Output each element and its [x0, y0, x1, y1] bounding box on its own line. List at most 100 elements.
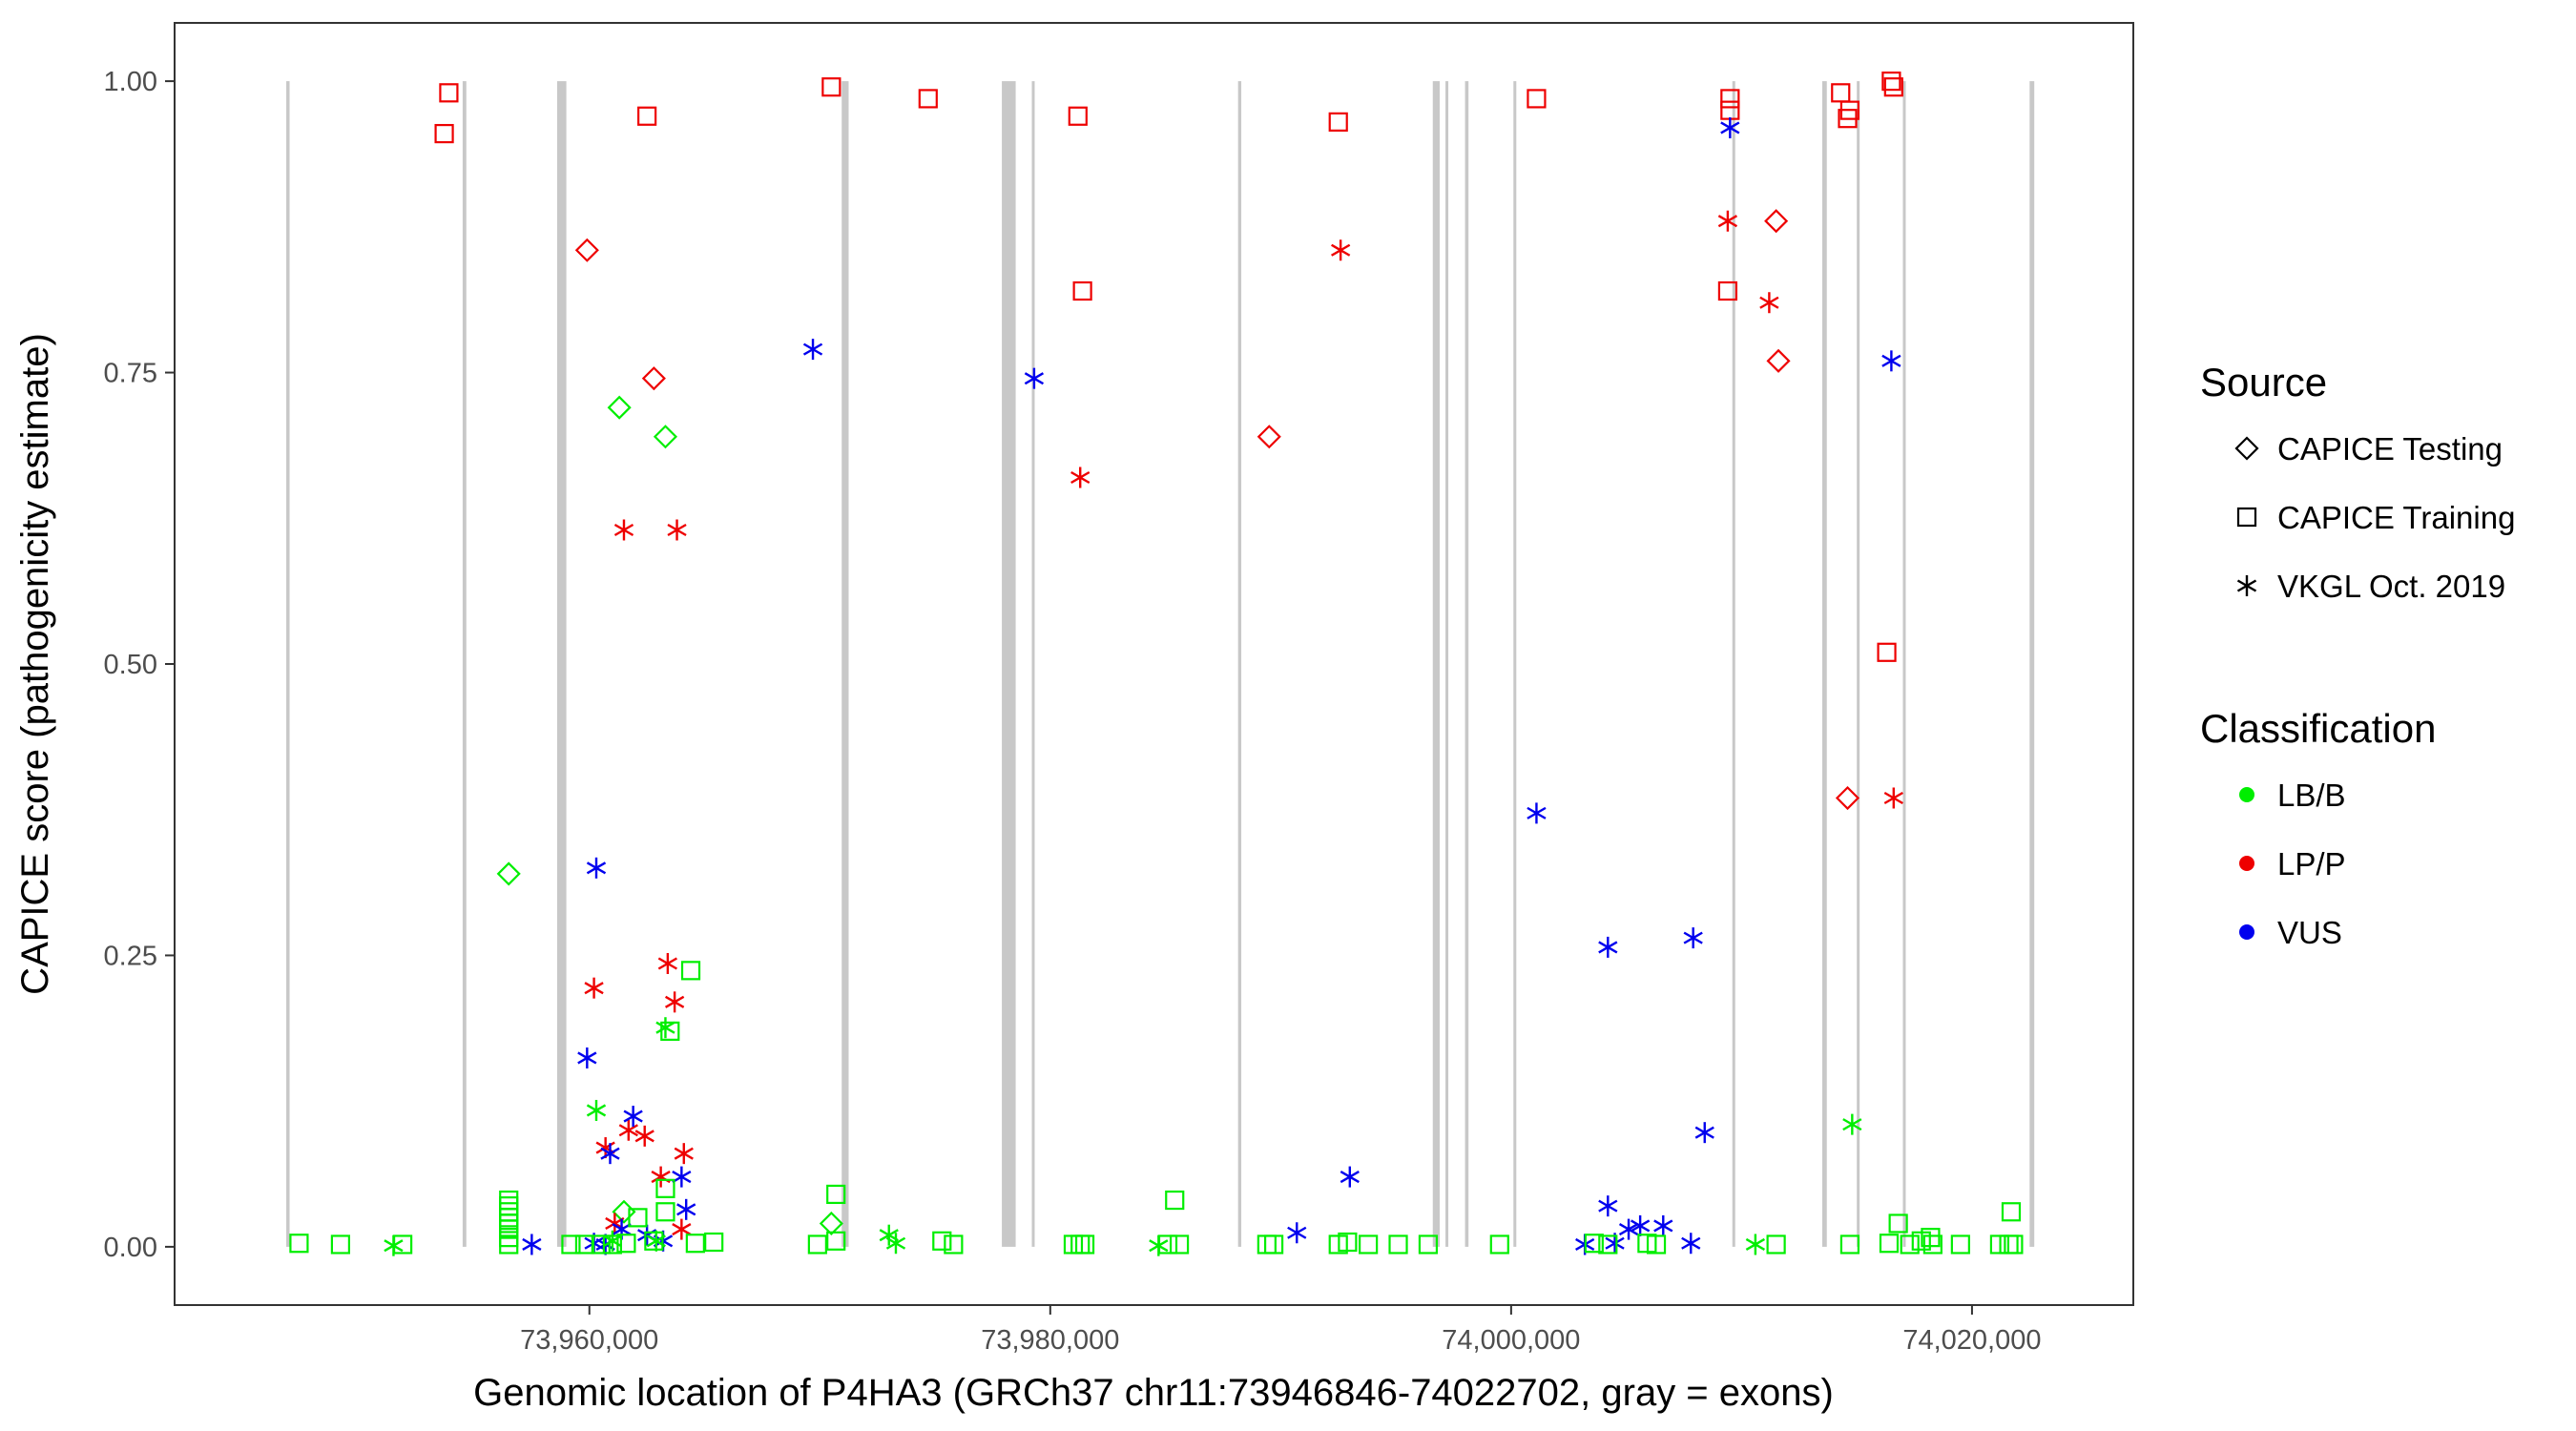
- data-point-square: [660, 1021, 680, 1041]
- data-point-square: [1584, 1234, 1604, 1254]
- data-point-square: [1922, 1234, 1942, 1255]
- data-point-square: [602, 1234, 623, 1255]
- exon-band: [841, 81, 849, 1247]
- y-tick-label: 1.00: [104, 67, 157, 97]
- legend: Source CAPICE Testing CAPICE Training VK…: [2200, 360, 2515, 950]
- data-point-asterisk: [802, 339, 823, 361]
- legend-label-lbb: LB/B: [2277, 778, 2346, 813]
- data-point-asterisk: [1681, 1233, 1701, 1255]
- data-point-asterisk: [1694, 1122, 1714, 1144]
- data-point-diamond: [819, 1211, 843, 1236]
- data-point-diamond: [496, 861, 521, 886]
- exon-band: [1821, 81, 1827, 1247]
- exon-band: [1513, 81, 1517, 1247]
- data-point-square: [821, 77, 841, 97]
- exon-band: [1432, 81, 1440, 1247]
- legend-key-lbb: [2239, 787, 2254, 802]
- data-point-square: [2004, 1234, 2024, 1255]
- legend-key-vus: [2239, 924, 2254, 940]
- data-point-asterisk: [1717, 210, 1738, 232]
- data-point-asterisk: [674, 1143, 694, 1165]
- series-capice-training-lp-p: [434, 71, 1903, 662]
- data-point-asterisk: [586, 1099, 607, 1121]
- data-point-asterisk: [1745, 1234, 1766, 1255]
- data-point-square: [944, 1234, 964, 1255]
- data-point-square: [616, 1234, 636, 1254]
- data-point-square: [1072, 280, 1092, 301]
- legend-item-lbb: LB/B: [2239, 778, 2346, 813]
- x-tick-label: 74,000,000: [1442, 1325, 1580, 1356]
- data-point-square: [807, 1234, 827, 1255]
- data-points: [289, 71, 2024, 1256]
- data-point-square: [628, 1208, 648, 1228]
- data-point-square: [1881, 71, 1901, 92]
- data-point-diamond: [1766, 348, 1791, 373]
- exon-band: [1732, 81, 1735, 1247]
- y-axis: 0.00 0.25 0.50 0.75 1.00: [104, 67, 175, 1263]
- data-point-square: [826, 1184, 846, 1205]
- data-point-square: [637, 106, 657, 126]
- data-point-square: [1263, 1234, 1284, 1255]
- data-point-diamond: [1835, 785, 1860, 811]
- data-point-asterisk: [1024, 367, 1045, 389]
- data-point-square: [1950, 1234, 1970, 1255]
- data-point-asterisk: [657, 953, 677, 975]
- data-point-asterisk: [667, 519, 687, 541]
- data-point-square: [1359, 1234, 1379, 1255]
- legend-label-capice-training: CAPICE Training: [2277, 500, 2515, 535]
- data-point-square: [1717, 280, 1738, 301]
- legend-item-capice-training: CAPICE Training: [2236, 500, 2515, 535]
- y-axis-title: CAPICE score (pathogenicity estimate): [14, 333, 56, 995]
- exon-band: [556, 81, 567, 1247]
- data-point-square: [1527, 89, 1547, 109]
- panel-background: [175, 23, 2133, 1305]
- data-point-asterisk: [1631, 1214, 1651, 1236]
- x-tick-label: 73,960,000: [520, 1325, 658, 1356]
- data-point-asterisk: [1598, 1195, 1618, 1217]
- data-point-square: [439, 83, 459, 103]
- x-tick-label: 74,020,000: [1902, 1325, 2041, 1356]
- data-point-square: [1838, 109, 1858, 129]
- legend-label-capice-testing: CAPICE Testing: [2277, 431, 2503, 467]
- data-point-square: [680, 961, 701, 981]
- data-point-square: [1157, 1234, 1178, 1255]
- data-point-square: [591, 1234, 611, 1255]
- data-point-asterisk: [1759, 292, 1779, 314]
- data-point-diamond: [607, 395, 632, 420]
- data-point-square: [1418, 1234, 1439, 1255]
- data-point-asterisk: [623, 1106, 643, 1128]
- data-point-asterisk: [655, 1017, 675, 1039]
- exon-band: [1465, 81, 1469, 1247]
- data-point-square: [1489, 1234, 1509, 1255]
- data-point-asterisk: [600, 1143, 620, 1165]
- data-point-diamond: [641, 366, 666, 391]
- y-tick-label: 0.25: [104, 941, 157, 971]
- x-axis-title: Genomic location of P4HA3 (GRCh37 chr11:…: [473, 1372, 1834, 1414]
- legend-key-square: [2236, 507, 2257, 528]
- exon-band: [462, 81, 467, 1247]
- data-point-asterisk: [1883, 787, 1903, 809]
- data-point-diamond: [1257, 425, 1281, 449]
- series-capice-testing-lp-p: [574, 209, 1860, 811]
- legend-classification-title: Classification: [2200, 706, 2436, 751]
- y-tick-label: 0.75: [104, 359, 157, 389]
- data-point-asterisk: [1598, 936, 1618, 958]
- data-point-diamond: [574, 238, 599, 262]
- data-point-asterisk: [1881, 350, 1901, 372]
- legend-label-vus: VUS: [2277, 915, 2342, 950]
- legend-item-lpp: LP/P: [2239, 846, 2346, 881]
- data-point-asterisk: [1720, 116, 1740, 138]
- legend-label-lpp: LP/P: [2277, 846, 2346, 881]
- legend-key-lpp: [2239, 856, 2254, 871]
- exon-band: [1902, 81, 1906, 1247]
- data-point-square: [1921, 1228, 1941, 1248]
- data-point-square: [826, 1231, 846, 1251]
- y-tick-label: 0.00: [104, 1233, 157, 1263]
- data-point-square: [1388, 1234, 1408, 1255]
- data-point-square: [644, 1231, 664, 1251]
- data-point-square: [1598, 1234, 1618, 1255]
- data-point-square: [1328, 112, 1348, 132]
- data-point-square: [1074, 1234, 1095, 1255]
- data-point-square: [1888, 1213, 1908, 1234]
- data-point-asterisk: [577, 1047, 597, 1068]
